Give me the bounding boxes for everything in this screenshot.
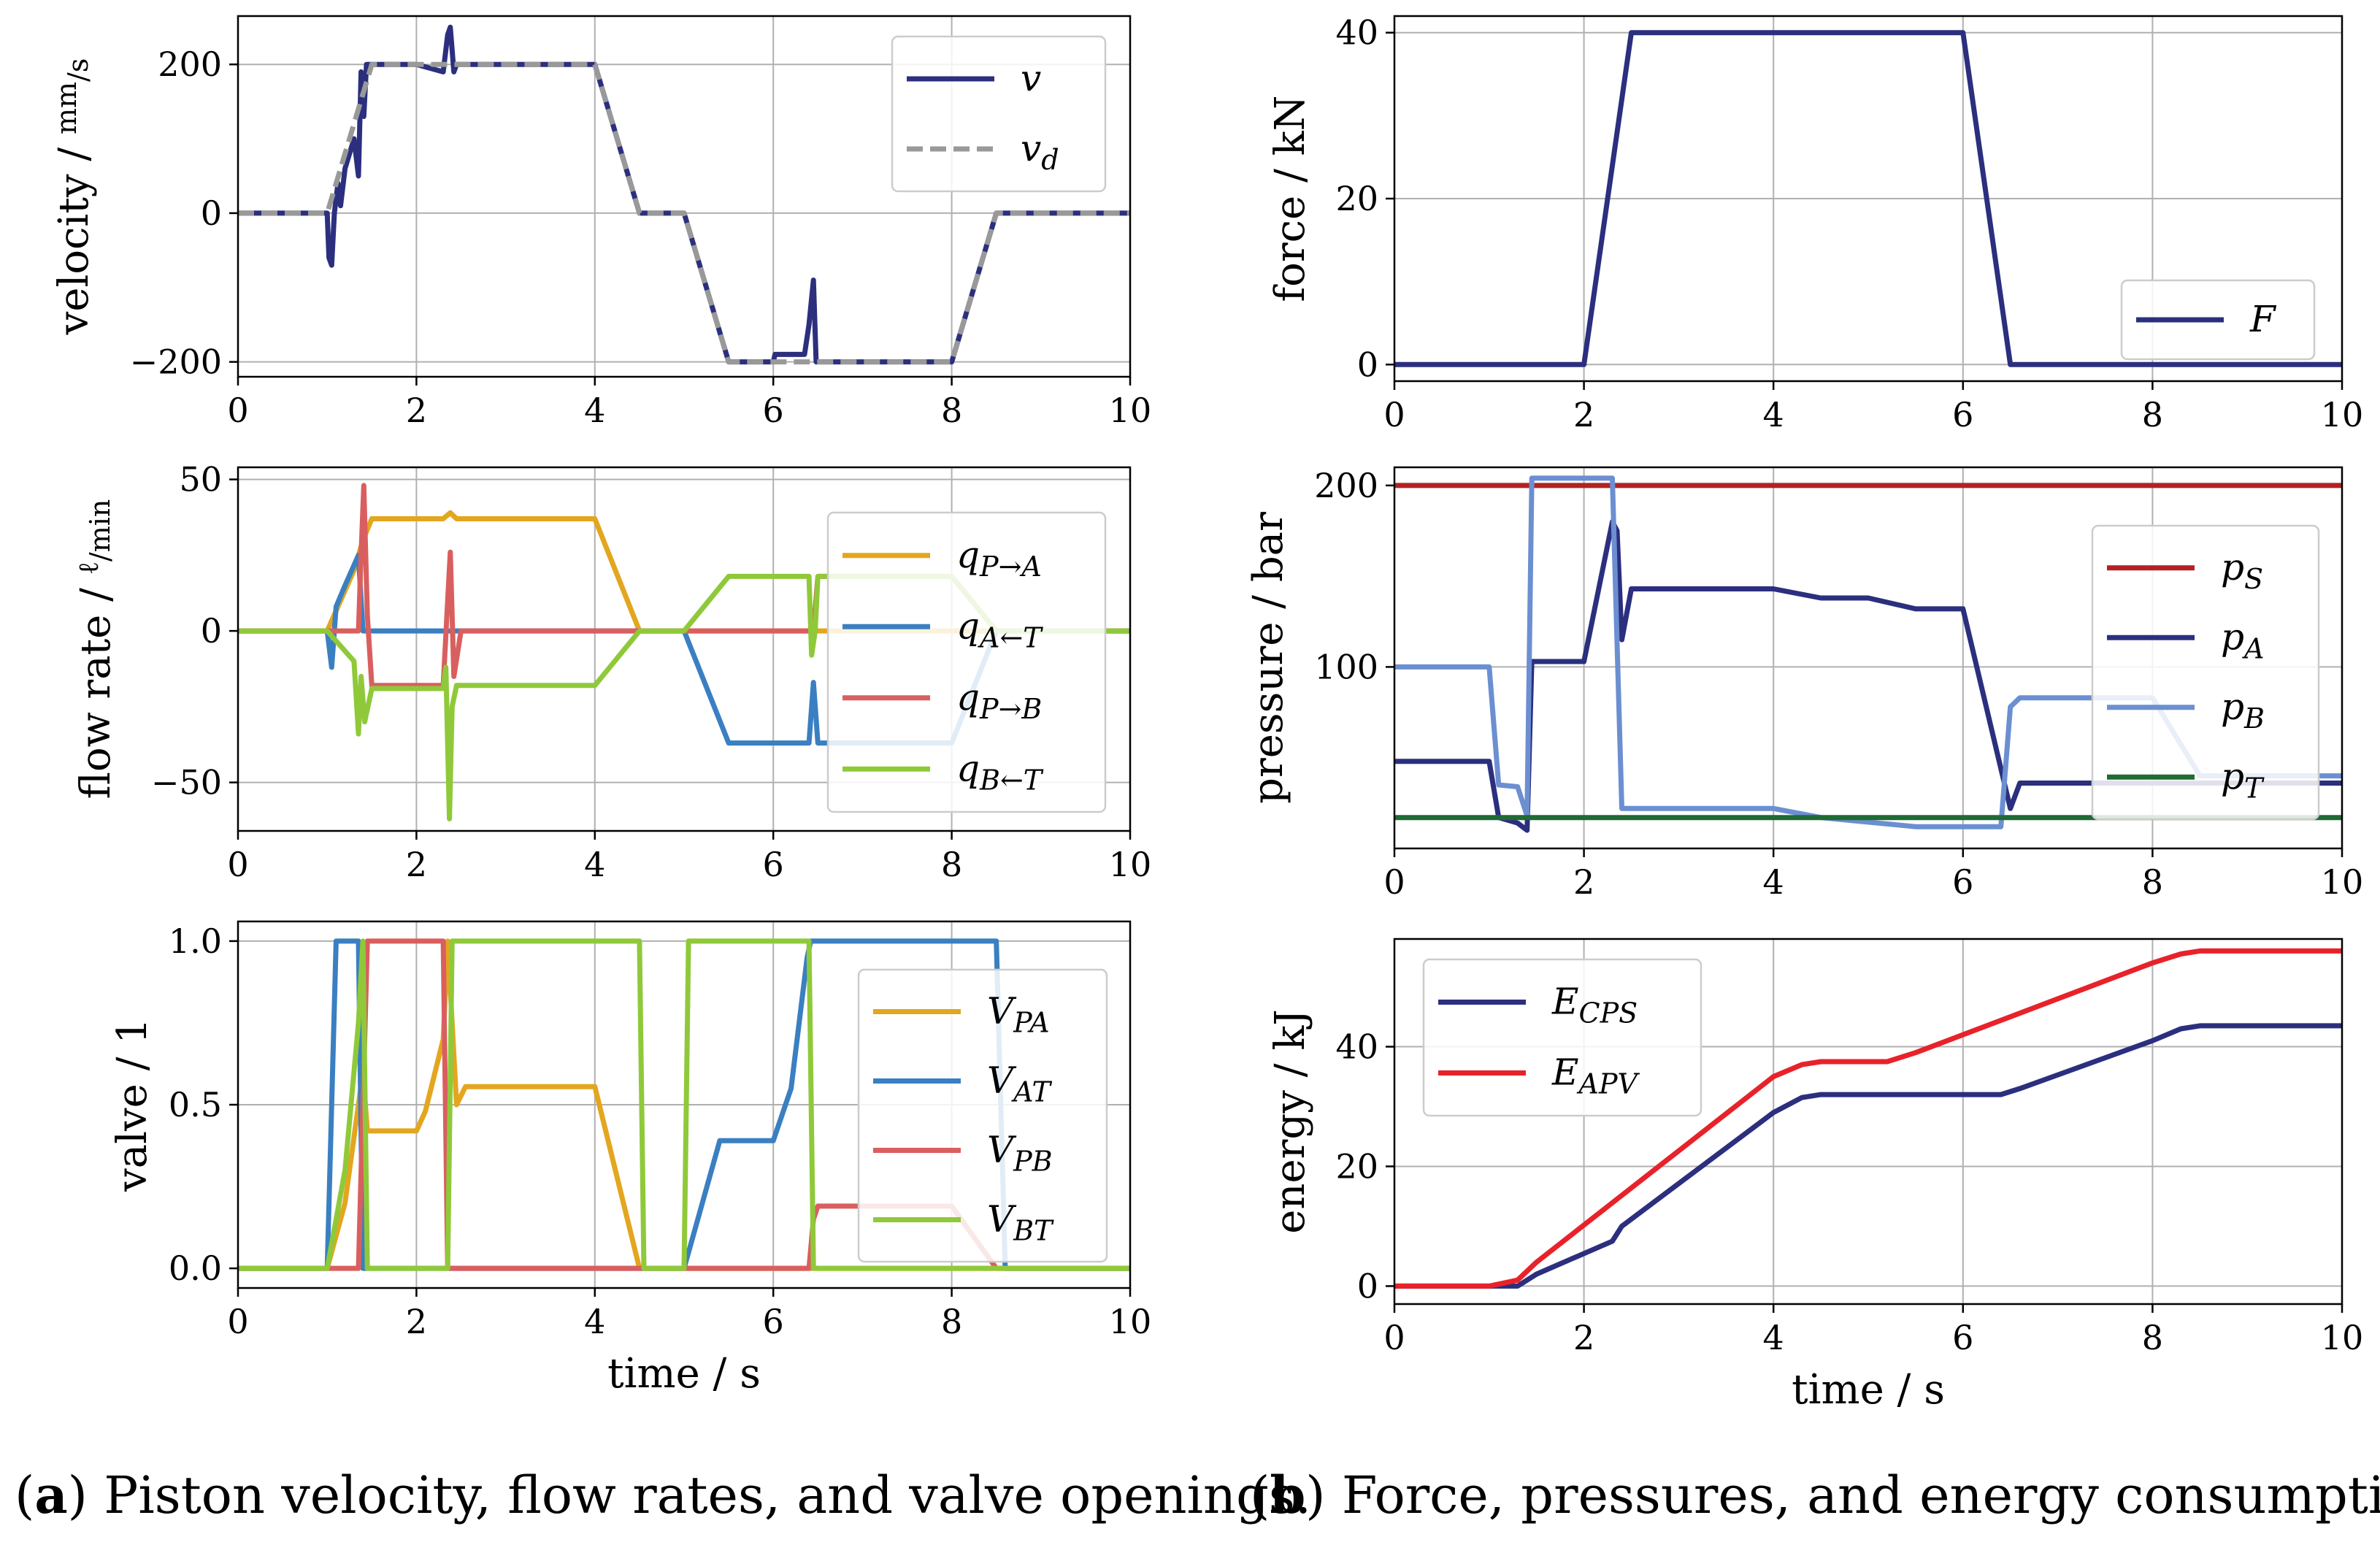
x-tick-label: 0 — [1383, 1318, 1405, 1357]
caption-a-text: Piston velocity, flow rates, and valve o… — [104, 1465, 1311, 1525]
y-axis-label: force / kN — [1267, 95, 1314, 302]
x-tick-label: 10 — [1109, 391, 1152, 430]
x-tick-label: 2 — [1573, 395, 1594, 434]
figure: 0 2 4 6 8 10−2000200velocity / mm/s vvd 024681… — [0, 0, 2380, 1545]
x-tick-label: 10 — [2321, 1318, 2364, 1357]
y-axis-label: energy / kJ — [1267, 1009, 1314, 1233]
x-tick-label: 6 — [763, 1302, 784, 1341]
caption-a-letter: a — [34, 1465, 67, 1525]
y-tick-label: 40 — [1335, 1027, 1378, 1067]
legend: ECPSEAPV — [1424, 959, 1701, 1116]
legend-label: F — [2249, 298, 2277, 340]
x-tick-label: 6 — [1952, 862, 1973, 902]
x-tick-label: 2 — [406, 845, 427, 884]
x-tick-label: 0 — [227, 391, 248, 430]
legend: qP→A qA←T qP→B qB←T — [828, 513, 1105, 812]
x-tick-label: 8 — [2142, 395, 2163, 434]
flow-rate-chart: 0 2 4 6 8 10 −50 0 50 flow rate / ℓ/min qP→AqA←TqP… — [72, 460, 1151, 884]
x-tick-label: 10 — [2321, 395, 2364, 434]
x-tick-label: 6 — [1952, 395, 1973, 434]
x-tick-label: 6 — [763, 391, 784, 430]
x-tick-label: 0 — [1383, 395, 1405, 434]
y-tick-label: −200 — [130, 342, 222, 382]
caption-a: (a) Piston velocity, flow rates, and val… — [15, 1465, 1311, 1525]
x-tick-label: 6 — [1952, 1318, 1973, 1357]
legend: pS pA pB pT — [2092, 526, 2319, 819]
x-tick-label: 8 — [2142, 1318, 2163, 1357]
y-tick-label: 20 — [1335, 179, 1378, 218]
y-tick-label: 200 — [1314, 466, 1378, 505]
x-tick-label: 6 — [763, 845, 784, 884]
legend-box — [892, 37, 1105, 191]
y-axis-label: velocity / mm/s — [50, 58, 98, 336]
y-axis-label: pressure / bar — [1245, 512, 1292, 804]
x-tick-label: 10 — [1109, 845, 1152, 884]
y-tick-label: 40 — [1335, 13, 1378, 53]
force-chart: 0 2 4 6 8 10 0 20 40 force / kN F — [1267, 13, 2363, 434]
y-tick-label: 0 — [201, 611, 222, 651]
x-axis-label: time / s — [1792, 1366, 1945, 1414]
x-tick-label: 4 — [584, 391, 605, 430]
y-axis-label: valve / 1 — [109, 1018, 156, 1192]
x-axis-label: time / s — [607, 1350, 761, 1398]
caption-b: (b) Force, pressures, and energy consump… — [1250, 1465, 2380, 1525]
y-tick-label: 0 — [1357, 345, 1378, 384]
y-tick-label: 200 — [158, 45, 222, 84]
energy-chart: 0 2 4 6 8 10 0 20 40 energy / kJ time / s ECPS EAPV — [1267, 939, 2363, 1414]
legend: F — [2122, 280, 2314, 359]
x-tick-label: 10 — [2321, 862, 2364, 902]
x-tick-label: 4 — [584, 1302, 605, 1341]
x-tick-label: 0 — [1383, 862, 1405, 902]
x-tick-label: 8 — [941, 391, 962, 430]
legend-label: v — [1021, 57, 1041, 99]
x-tick-label: 4 — [1763, 1318, 1784, 1357]
x-tick-label: 8 — [941, 1302, 962, 1341]
valve-opening-chart: 0 2 4 6 8 10 0.0 0.5 1.0 valve / 1 time / s VPAVATV… — [109, 921, 1151, 1398]
caption-b-text: Force, pressures, and energy consumption… — [1342, 1465, 2380, 1525]
x-tick-label: 2 — [406, 391, 427, 430]
x-tick-label: 10 — [1109, 1302, 1152, 1341]
y-tick-label: 0 — [201, 193, 222, 233]
legend: v vd — [892, 37, 1105, 191]
y-tick-label: 1.0 — [169, 921, 222, 961]
legend: VPA VAT VPB VBT — [859, 970, 1107, 1262]
x-tick-label: 2 — [406, 1302, 427, 1341]
y-tick-label: 20 — [1335, 1146, 1378, 1186]
y-axis-label: flow rate / ℓ/min — [72, 499, 120, 800]
x-tick-label: 2 — [1573, 862, 1594, 902]
x-tick-label: 0 — [227, 1302, 248, 1341]
x-tick-label: 8 — [941, 845, 962, 884]
caption-b-letter: b — [1270, 1465, 1305, 1525]
y-tick-label: 100 — [1314, 647, 1378, 686]
x-tick-label: 4 — [1763, 862, 1784, 902]
y-tick-label: −50 — [151, 763, 222, 802]
pressure-chart: 0 2 4 6 8 10 100 200 pressure / bar pS pA pB pT — [1245, 466, 2363, 902]
y-tick-label: 0.0 — [169, 1249, 222, 1288]
x-tick-label: 4 — [1763, 395, 1784, 434]
y-tick-label: 0 — [1357, 1266, 1378, 1306]
x-tick-label: 0 — [227, 845, 248, 884]
y-tick-label: 0.5 — [169, 1085, 222, 1124]
x-tick-label: 2 — [1573, 1318, 1594, 1357]
y-tick-label: 50 — [179, 460, 222, 499]
x-tick-label: 8 — [2142, 862, 2163, 902]
x-tick-label: 4 — [584, 845, 605, 884]
